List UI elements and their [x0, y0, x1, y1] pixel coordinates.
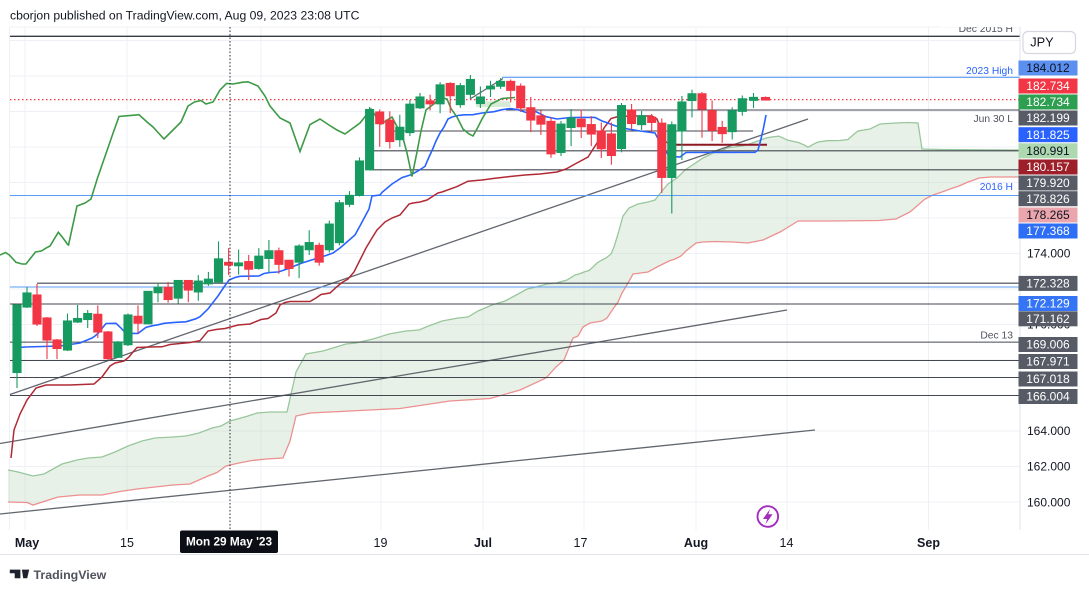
svg-text:17: 17 [574, 536, 588, 550]
svg-text:174.000: 174.000 [1027, 247, 1071, 261]
svg-text:2023 High: 2023 High [966, 66, 1013, 77]
svg-text:179.920: 179.920 [1026, 176, 1070, 190]
svg-text:167.971: 167.971 [1026, 355, 1070, 369]
svg-text:JPY: JPY [1030, 35, 1054, 50]
svg-text:182.199: 182.199 [1026, 111, 1070, 125]
svg-text:172.328: 172.328 [1026, 277, 1070, 291]
svg-text:19: 19 [374, 536, 388, 550]
svg-text:180.157: 180.157 [1026, 160, 1070, 174]
svg-text:178.265: 178.265 [1026, 208, 1070, 222]
svg-text:180.991: 180.991 [1026, 144, 1070, 158]
svg-text:May: May [15, 536, 39, 550]
svg-text:cborjon published on TradingVi: cborjon published on TradingView.com, Au… [10, 9, 360, 23]
svg-text:Sep: Sep [917, 536, 940, 550]
svg-text:171.162: 171.162 [1026, 312, 1070, 326]
svg-text:14: 14 [780, 536, 794, 550]
svg-text:166.004: 166.004 [1026, 390, 1070, 404]
svg-text:Jun 30 L: Jun 30 L [973, 114, 1013, 125]
svg-text:Dec 13: Dec 13 [980, 331, 1013, 342]
svg-text:172.129: 172.129 [1026, 297, 1070, 311]
svg-text:Aug: Aug [684, 536, 708, 550]
svg-text:167.018: 167.018 [1026, 372, 1070, 386]
svg-text:177.368: 177.368 [1026, 224, 1070, 238]
svg-text:169.006: 169.006 [1026, 338, 1070, 352]
svg-text:184.012: 184.012 [1026, 61, 1070, 75]
svg-text:15: 15 [120, 536, 134, 550]
svg-text:181.825: 181.825 [1026, 128, 1070, 142]
svg-text:178.826: 178.826 [1026, 192, 1070, 206]
svg-text:182.734: 182.734 [1026, 95, 1070, 109]
svg-text:160.000: 160.000 [1027, 496, 1071, 510]
svg-text:162.000: 162.000 [1027, 460, 1071, 474]
svg-text:Mon 29 May '23: Mon 29 May '23 [186, 535, 273, 549]
svg-text:Dec 2015 H: Dec 2015 H [959, 24, 1013, 35]
svg-text:TradingView: TradingView [34, 568, 107, 582]
svg-text:164.000: 164.000 [1027, 424, 1071, 438]
svg-text:2016 H: 2016 H [980, 182, 1013, 193]
svg-text:182.734: 182.734 [1026, 79, 1070, 93]
svg-text:Jul: Jul [474, 536, 492, 550]
